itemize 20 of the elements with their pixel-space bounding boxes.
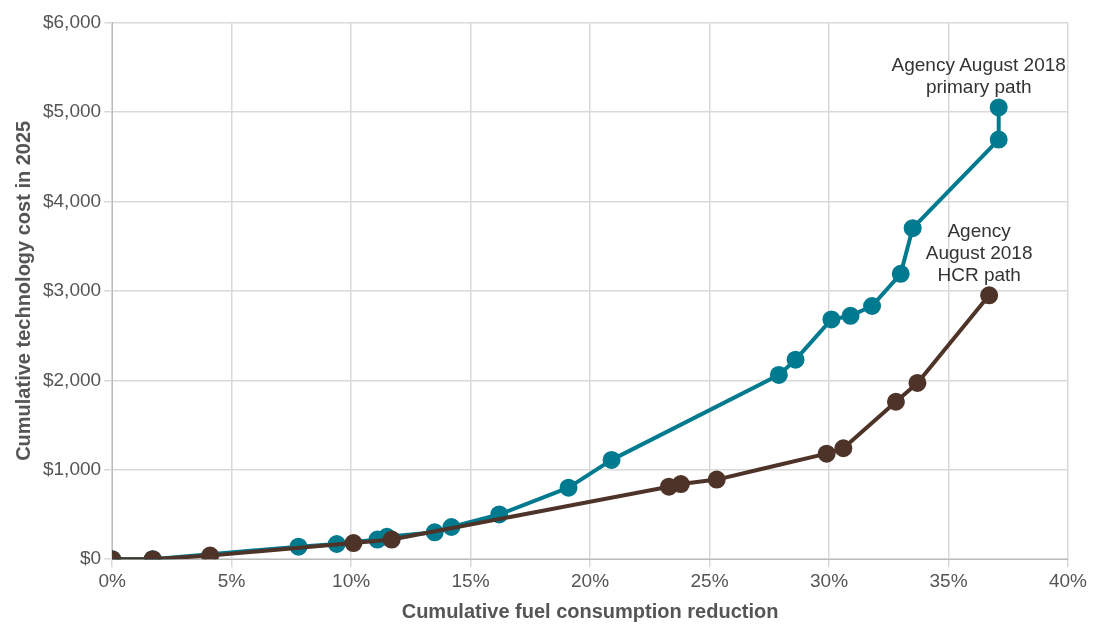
x-tick-label: 35% [929, 569, 968, 591]
y-tick-label: $5,000 [42, 100, 102, 122]
x-tick-label: 30% [810, 569, 849, 591]
y-tick-label: $6,000 [42, 10, 102, 32]
y-tick-label: $2,000 [42, 368, 102, 390]
x-tick-label: 25% [690, 569, 729, 591]
y-tick-label: $3,000 [42, 279, 102, 301]
series-label: Agency August 2018 primary path [891, 54, 1066, 98]
y-axis-title: Cumulative technology cost in 2025 [11, 120, 34, 461]
x-tick-label: 20% [571, 569, 610, 591]
x-tick-label: 5% [217, 569, 246, 591]
x-axis-title: Cumulative fuel consumption reduction [401, 599, 779, 622]
x-tick-label: 10% [332, 569, 371, 591]
y-tick-label: $4,000 [42, 189, 102, 211]
x-tick-label: 40% [1048, 569, 1088, 591]
series-label: Agency August 2018 HCR path [925, 220, 1033, 286]
x-tick-label: 15% [451, 569, 490, 591]
x-tick-label: 0% [98, 569, 126, 591]
y-tick-label: $0 [79, 547, 102, 569]
y-tick-label: $1,000 [42, 457, 102, 479]
